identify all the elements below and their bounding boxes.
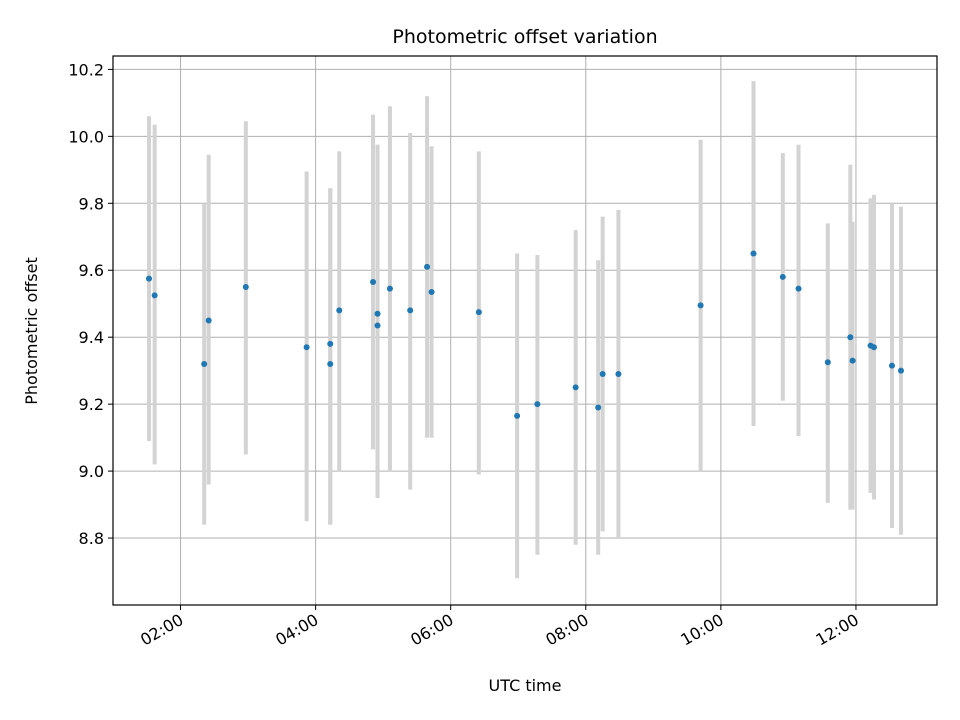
data-point — [428, 289, 435, 296]
data-point — [599, 371, 606, 378]
data-point — [888, 362, 895, 369]
data-point — [327, 340, 334, 347]
data-point — [146, 275, 153, 282]
data-point — [407, 307, 414, 314]
chart-title: Photometric offset variation — [392, 26, 657, 48]
y-tick-label: 9.4 — [79, 328, 104, 347]
data-point — [201, 360, 208, 367]
y-tick-label: 10.2 — [68, 60, 104, 79]
data-point — [824, 359, 831, 366]
y-tick-label: 9.2 — [79, 395, 104, 414]
data-point — [514, 412, 521, 419]
data-point — [847, 334, 854, 341]
y-tick-label: 8.8 — [79, 529, 104, 548]
data-point — [327, 360, 334, 367]
data-point-layer — [146, 250, 904, 419]
plot-frame — [112, 55, 938, 606]
data-point — [151, 292, 158, 299]
data-point — [303, 344, 310, 351]
data-point — [370, 278, 377, 285]
data-point — [870, 344, 877, 351]
data-point — [475, 309, 482, 316]
x-axis-label: UTC time — [489, 676, 562, 695]
data-point — [572, 384, 579, 391]
y-tick-label: 10.0 — [68, 127, 104, 146]
data-point — [897, 367, 904, 374]
data-point — [242, 283, 249, 290]
data-point — [779, 273, 786, 280]
y-tick-label: 9.0 — [79, 462, 104, 481]
data-point — [386, 285, 393, 292]
data-point — [795, 285, 802, 292]
data-point — [374, 322, 381, 329]
data-point — [595, 404, 602, 411]
data-point — [849, 357, 856, 364]
data-point — [750, 250, 757, 257]
data-point — [615, 371, 622, 378]
data-point — [205, 317, 212, 324]
data-point — [424, 263, 431, 270]
y-tick-label: 9.6 — [79, 261, 104, 280]
data-point — [697, 302, 704, 309]
data-point — [534, 401, 541, 408]
y-axis-label: Photometric offset — [22, 257, 41, 405]
y-tick-label: 9.8 — [79, 194, 104, 213]
data-point — [336, 307, 343, 314]
data-point — [374, 310, 381, 317]
